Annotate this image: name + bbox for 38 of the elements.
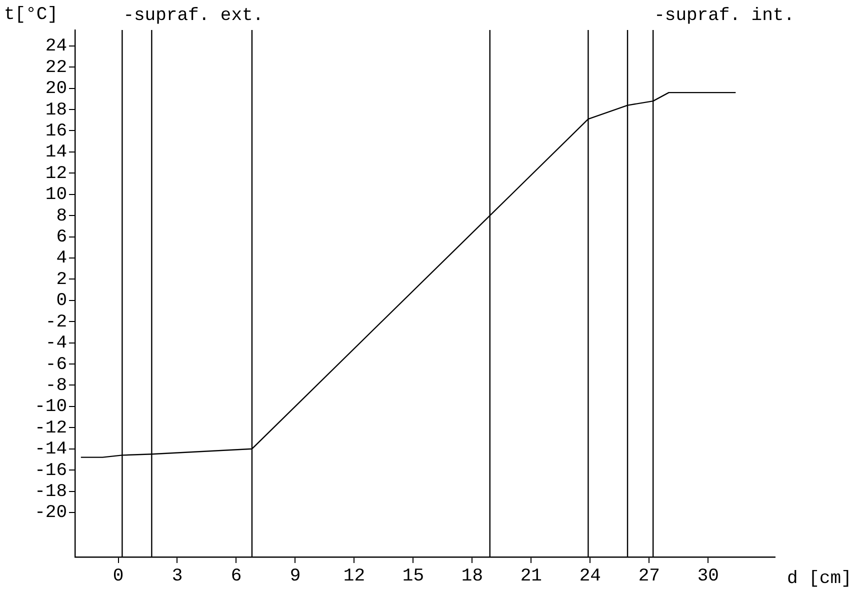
y-tick-label: 14	[45, 142, 67, 163]
annotation: -supraf. int.	[654, 6, 795, 26]
y-tick-label: 8	[56, 206, 67, 226]
y-tick-label: 22	[45, 58, 67, 78]
y-tick-label: -2	[45, 312, 67, 332]
y-tick-label: -8	[45, 376, 67, 396]
y-tick-label: 10	[45, 185, 67, 206]
x-tick-label: 27	[638, 566, 660, 587]
y-tick-label: 18	[45, 100, 67, 120]
y-tick-label: 6	[56, 228, 67, 248]
y-tick-label: -6	[45, 354, 67, 375]
y-axis-title: t[°C]	[4, 4, 58, 25]
x-tick-label: 12	[343, 566, 366, 587]
y-tick-label: 24	[45, 36, 67, 57]
x-axis-title: d [cm]	[787, 568, 852, 589]
annotation: -supraf. ext.	[123, 6, 264, 26]
y-tick-label: -20	[34, 503, 67, 524]
x-tick-label: 6	[230, 566, 242, 587]
y-tick-label: -16	[34, 460, 67, 481]
y-tick-label: -4	[45, 334, 67, 354]
x-tick-label: 21	[520, 566, 542, 587]
y-tick-label: 16	[45, 122, 67, 142]
y-tick-label: 0	[56, 291, 67, 312]
y-tick-label: 2	[56, 270, 67, 290]
y-tick-label: -18	[34, 482, 67, 502]
x-tick-label: 0	[112, 566, 124, 587]
x-tick-label: 9	[290, 566, 301, 587]
x-tick-label: 15	[402, 566, 424, 587]
x-tick-label: 3	[172, 566, 183, 587]
x-tick-label: 30	[697, 566, 719, 587]
y-tick-label: -12	[34, 418, 67, 438]
y-tick-label: 12	[45, 164, 67, 184]
y-tick-label: -14	[34, 440, 67, 460]
x-tick-label: 24	[579, 566, 601, 587]
y-tick-label: 4	[56, 248, 67, 269]
y-tick-label: 20	[45, 79, 67, 100]
y-tick-label: -10	[34, 397, 67, 418]
x-tick-label: 18	[461, 566, 483, 587]
